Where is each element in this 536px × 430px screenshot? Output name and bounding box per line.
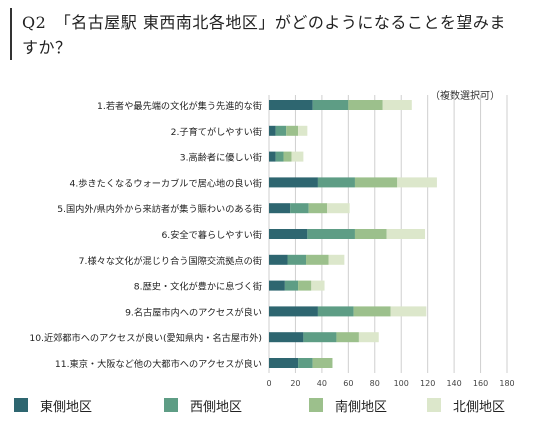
bar-segment — [327, 203, 350, 214]
bar-segment — [284, 280, 299, 291]
legend-item: 南側地区 — [309, 395, 387, 415]
bar-segment — [358, 332, 379, 343]
x-tick-label: 0 — [266, 379, 271, 388]
category-label: 2.子育てがしやすい街 — [171, 126, 262, 138]
bar-segment — [269, 229, 308, 239]
bar-segment — [328, 254, 345, 265]
bar-segment — [354, 177, 398, 188]
bar-segment — [311, 280, 325, 291]
legend: 東側地区 西側地区 南側地区 北側地区 — [14, 395, 524, 415]
category-label: 4.歩きたくなるウォーカブルで居心地の良い街 — [69, 177, 262, 189]
legend-swatch — [164, 398, 178, 412]
category-label: 10.近郊都市へのアクセスが良い(愛知県内・名古屋市外) — [29, 332, 262, 344]
legend-swatch — [427, 398, 441, 412]
bar-segment — [354, 229, 387, 239]
bar-segment — [386, 229, 426, 239]
bar-segment — [275, 151, 284, 162]
bar-segment — [275, 125, 287, 136]
x-tick-label: 40 — [317, 379, 327, 388]
legend-label: 南側地区 — [335, 399, 388, 415]
x-tick-label: 120 — [420, 379, 435, 388]
x-tick-label: 140 — [446, 379, 461, 388]
bar-segment — [397, 177, 437, 188]
chart-title: Q2 「名古屋駅 東西南北各地区」がどのようになることを望みますか？ — [22, 13, 506, 57]
bar-segment — [269, 151, 276, 162]
bar-segment — [348, 100, 383, 110]
bar-segment — [269, 280, 285, 291]
stacked-bar-chart: 1.若者や最先端の文化が集う先進的な街 2.子育てがしやすい街 3.高齢者に優しい街… — [29, 95, 515, 388]
category-label: 3.高齢者に優しい街 — [180, 152, 262, 164]
bar-segment — [317, 306, 354, 317]
legend-swatch — [14, 398, 28, 412]
bar-segment — [298, 358, 313, 368]
category-label: 6.安全で暮らしやすい街 — [161, 229, 262, 241]
category-label: 9.名古屋市内へのアクセスが良い — [125, 306, 262, 318]
x-tick-label: 20 — [290, 379, 300, 388]
bar-segment — [269, 332, 304, 343]
bar-segment — [290, 203, 309, 214]
legend-item: 東側地区 — [14, 395, 92, 415]
bar-segment — [336, 332, 359, 343]
bar-segment — [287, 254, 307, 265]
legend-item: 北側地区 — [427, 395, 505, 415]
legend-label: 西側地区 — [190, 399, 243, 415]
bar-segment — [286, 125, 299, 136]
bar-segment — [353, 306, 391, 317]
category-label: 7.様々な文化が混じり合う国際交流拠点の街 — [79, 255, 262, 267]
x-tick-label: 60 — [343, 379, 353, 388]
legend-swatch — [309, 398, 323, 412]
bar-segment — [312, 100, 349, 110]
x-tick-label: 160 — [473, 379, 488, 388]
bar-segment — [298, 280, 312, 291]
bar-segment — [269, 254, 288, 265]
bar-segment — [303, 332, 337, 343]
bar-segment — [269, 125, 276, 136]
bar-segment — [269, 358, 299, 368]
chart-title-block: Q2 「名古屋駅 東西南北各地区」がどのようになることを望みますか？ — [10, 6, 526, 62]
legend-label: 北側地区 — [453, 399, 506, 415]
legend-label: 東側地区 — [40, 399, 93, 415]
multiple-choice-note: （複数選択可） — [430, 91, 500, 102]
category-label: 11.東京・大阪など他の大都市へのアクセスが良い — [55, 358, 262, 370]
x-tick-label: 80 — [370, 379, 380, 388]
bar-segment — [308, 203, 328, 214]
bar-segment — [269, 203, 291, 214]
category-label: 8.歴史・文化が豊かに息づく街 — [134, 281, 262, 293]
x-tick-label: 180 — [499, 379, 514, 388]
legend-item: 西側地区 — [164, 395, 242, 415]
category-label: 5.国内外/県内外から来訪者が集う賑わいのある街 — [57, 203, 262, 215]
category-label: 1.若者や最先端の文化が集う先進的な街 — [97, 100, 262, 112]
category-label-layer: 1.若者や最先端の文化が集う先進的な街 2.子育てがしやすい街 3.高齢者に優しい街… — [29, 100, 262, 370]
bar-segment — [312, 358, 333, 368]
bar-segment — [269, 177, 318, 188]
bar-segment — [382, 100, 412, 110]
title-accent-bar — [10, 8, 12, 60]
bar-segment — [269, 100, 313, 110]
bar-segment — [298, 125, 308, 136]
bar-segment — [306, 254, 329, 265]
bar-segment — [307, 229, 355, 239]
x-tick-label: 100 — [394, 379, 409, 388]
bar-segment — [390, 306, 427, 317]
bar-layer — [269, 100, 437, 368]
bar-segment — [269, 306, 318, 317]
bar-segment — [283, 151, 292, 162]
bar-segment — [317, 177, 355, 188]
x-tick-layer: 0 20 40 60 80 100 120 140 160 180 — [266, 379, 514, 388]
bar-segment — [291, 151, 304, 162]
